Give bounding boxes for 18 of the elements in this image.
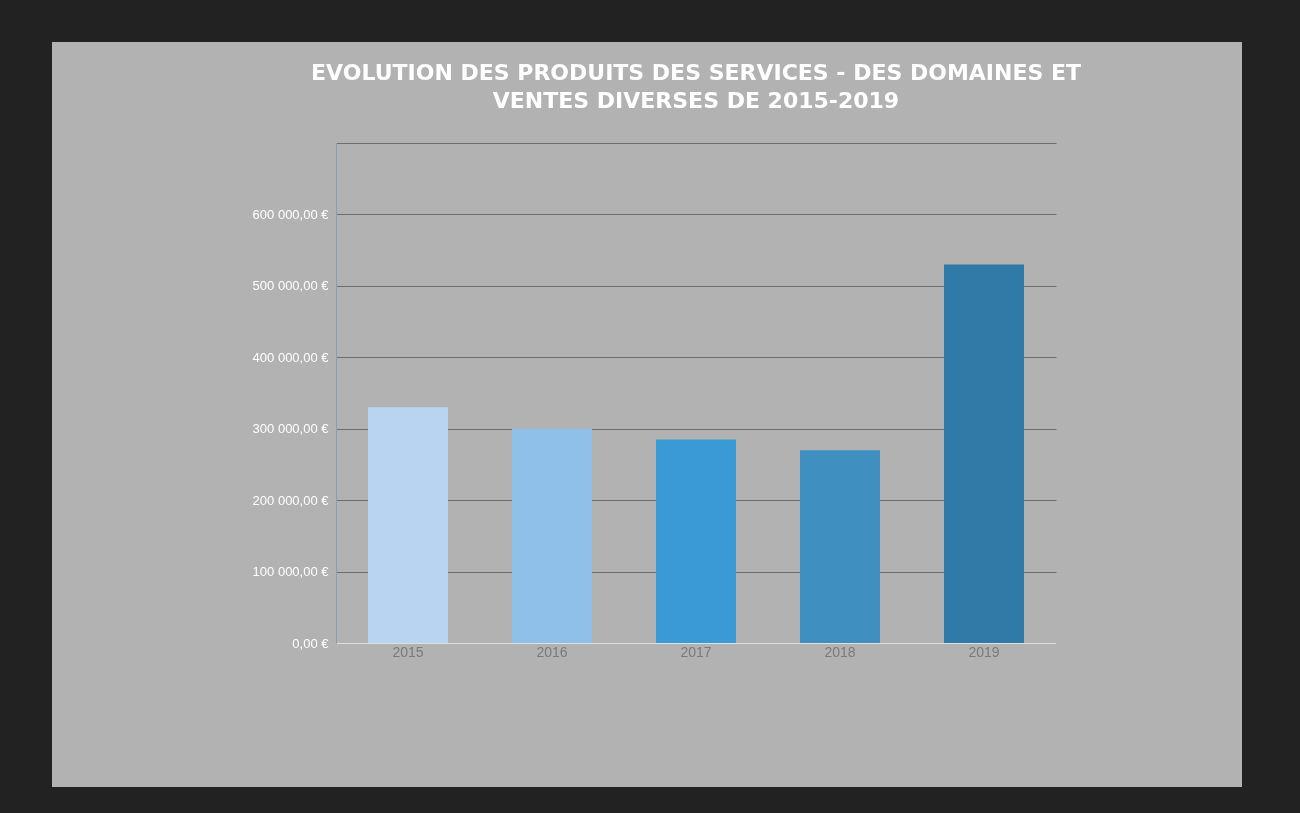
y-tick-label: 300 000,00 €: [252, 421, 330, 437]
x-tick-label: 2017: [680, 643, 712, 660]
bar: [800, 450, 880, 643]
bar: [368, 407, 448, 643]
y-tick-label: 100 000,00 €: [252, 564, 330, 580]
x-tick-label: 2016: [536, 643, 568, 660]
chart-title: EVOLUTION DES PRODUITS DES SERVICES - DES DOMAINES ET VENTES DIVERSES DE 2015-2019: [311, 60, 1081, 113]
bar: [512, 428, 592, 643]
y-tick-label: 500 000,00 €: [252, 278, 330, 294]
x-tick-label: 2015: [392, 643, 424, 660]
y-tick-label: 600 000,00 €: [252, 206, 330, 222]
x-tick-label: 2018: [824, 643, 856, 660]
y-tick-label: 400 000,00 €: [252, 349, 330, 365]
y-tick-label: 200 000,00 €: [252, 492, 330, 508]
x-tick-label: 2019: [968, 643, 1000, 660]
bar: [944, 264, 1024, 643]
y-tick-label: 0,00 €: [292, 635, 330, 651]
bar: [656, 439, 736, 643]
